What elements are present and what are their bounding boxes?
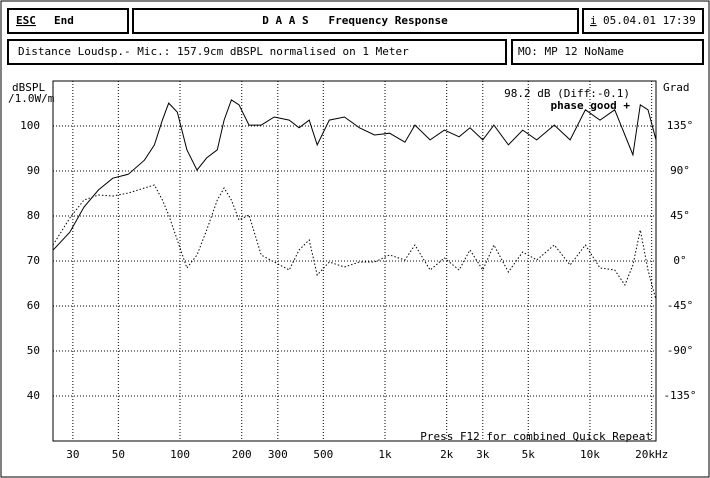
y2-tick-label: -45°	[667, 299, 694, 312]
x-tick-label: 200	[232, 448, 252, 461]
esc-key[interactable]: ESC	[16, 14, 36, 27]
y-axis-unit: /1.0W/m	[8, 92, 55, 105]
y-tick-label: 40	[27, 389, 40, 402]
end-label[interactable]: End	[54, 14, 74, 27]
model-box[interactable]	[511, 39, 704, 65]
info-key[interactable]: i	[590, 14, 597, 27]
series-line	[52, 99, 657, 251]
y2-tick-label: 0°	[673, 254, 686, 267]
y-axis-label: dBSPL	[12, 81, 45, 94]
x-tick-label: 5k	[522, 448, 536, 461]
x-tick-label: 50	[112, 448, 125, 461]
datetime: 05.04.01 17:39	[603, 14, 696, 27]
y-tick-label: 80	[27, 209, 40, 222]
title-box	[132, 8, 579, 34]
y2-tick-label: -90°	[667, 344, 694, 357]
series-line	[52, 184, 657, 301]
hint: Press F12 for combined Quick Repeat	[420, 430, 652, 443]
x-tick-label: 3k	[476, 448, 490, 461]
x-tick-label: 30	[66, 448, 79, 461]
distance-box	[7, 39, 507, 65]
y-tick-label: 90	[27, 164, 40, 177]
x-tick-label: 100	[170, 448, 190, 461]
x-tick-label: 2k	[440, 448, 454, 461]
model[interactable]: MO: MP 12 NoName	[518, 45, 624, 58]
y2-tick-label: 90°	[670, 164, 690, 177]
title: D A A S Frequency Response	[262, 14, 448, 27]
esc-box[interactable]	[7, 8, 129, 34]
y2-axis-label: Grad	[663, 81, 690, 94]
y2-tick-label: 135°	[667, 119, 694, 132]
phase-annotation: phase good +	[551, 99, 631, 112]
x-tick-label: 300	[268, 448, 288, 461]
x-tick-label: 1k	[378, 448, 392, 461]
y2-tick-label: 45°	[670, 209, 690, 222]
y-tick-label: 50	[27, 344, 40, 357]
level-annotation: 98.2 dB (Diff:-0.1)	[504, 87, 630, 100]
date-box[interactable]	[582, 8, 704, 34]
y-tick-label: 60	[27, 299, 40, 312]
x-tick-label: 500	[313, 448, 333, 461]
y-tick-label: 70	[27, 254, 40, 267]
y-tick-label: 100	[20, 119, 40, 132]
y2-tick-label: -135°	[663, 389, 696, 402]
x-tick-label: 20kHz	[635, 448, 668, 461]
distance: Distance Loudsp.- Mic.: 157.9cm dBSPL no…	[18, 45, 409, 58]
x-tick-label: 10k	[580, 448, 600, 461]
